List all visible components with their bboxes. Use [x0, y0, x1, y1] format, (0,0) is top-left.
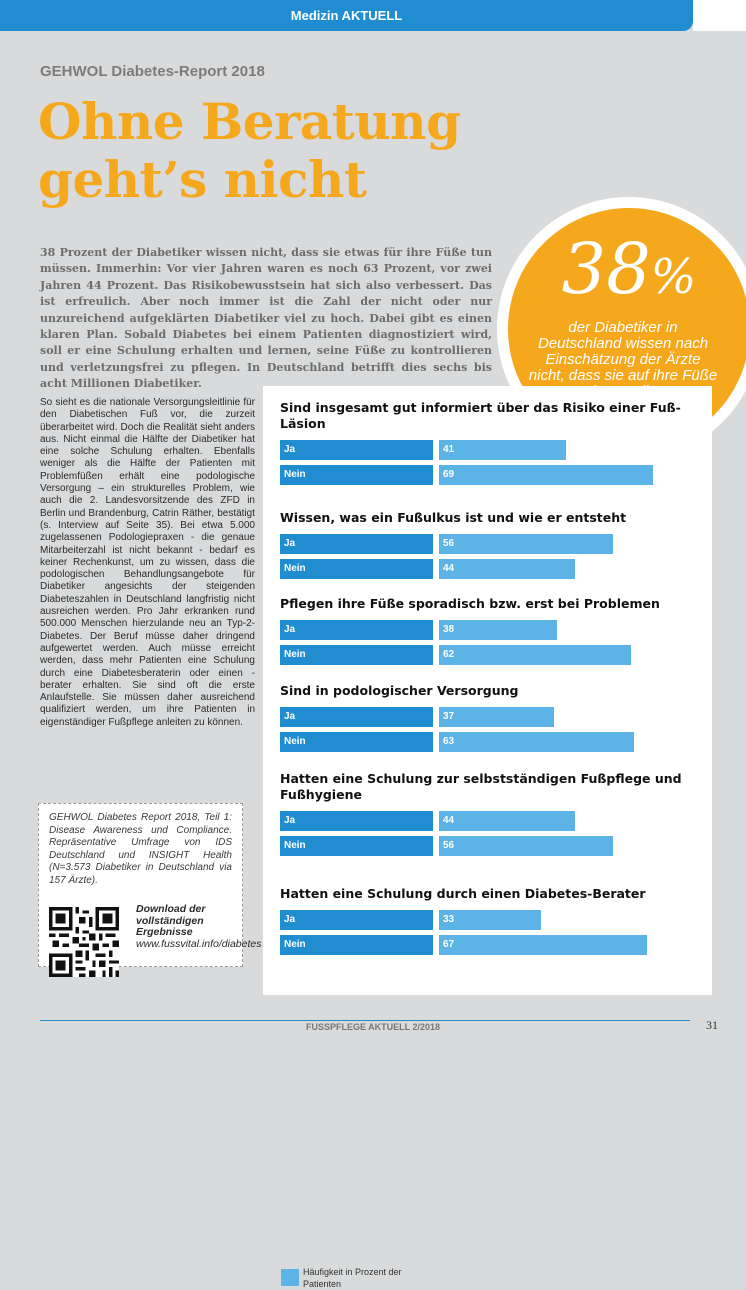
- callout-unit: %: [650, 249, 697, 305]
- chart-question-2: Wissen, was ein Fußulkus ist und wie er …: [280, 510, 627, 525]
- bar-label-2-nein: Nein: [280, 559, 433, 579]
- bar-3-nein: 62: [439, 645, 632, 665]
- bar-label-1-nein: Nein: [280, 465, 433, 485]
- page-number: 31: [706, 1018, 718, 1032]
- bar-label-3-nein: Nein: [280, 645, 433, 665]
- headline: Ohne Beratung geht’s nicht: [38, 93, 518, 209]
- bar-label-4-ja: Ja: [280, 707, 433, 727]
- footer-magazine: FUSSPFLEGE AKTUELL 2/2018: [305, 1022, 441, 1032]
- bar-label-3-ja: Ja: [280, 620, 433, 640]
- headline-line-1: Ohne Beratung: [38, 92, 461, 151]
- callout-number: 38: [561, 228, 651, 310]
- callout-circle: 38% der Diabetiker in Deutschland wissen…: [508, 208, 746, 450]
- section-title: Medizin AKTUELL: [290, 8, 403, 23]
- bar-5-ja: 44: [439, 811, 576, 831]
- chart-question-3: Pflegen ihre Füße sporadisch bzw. erst b…: [280, 596, 660, 611]
- body-text: So sieht es die nationale Versorgungslei…: [40, 397, 255, 728]
- chart-question-4: Sind in podologischer Versorgung: [280, 683, 519, 698]
- source-box: GEHWOL Diabetes Report 2018, Teil 1: Dis…: [38, 803, 261, 977]
- bar-4-nein: 63: [439, 732, 635, 752]
- bar-label-4-nein: Nein: [280, 732, 433, 752]
- header-spacer: [693, 0, 746, 31]
- bar-6-nein: 67: [439, 935, 647, 955]
- kicker: GEHWOL Diabetes-Report 2018: [40, 63, 265, 80]
- chart-question-6: Hatten eine Schulung durch einen Diabete…: [280, 886, 646, 901]
- source-citation: GEHWOL Diabetes Report 2018, Teil 1: Dis…: [49, 812, 232, 886]
- bar-label-5-ja: Ja: [280, 811, 433, 831]
- headline-line-2: geht’s nicht: [38, 150, 367, 209]
- bar-label-5-nein: Nein: [280, 836, 433, 856]
- bar-2-nein: 44: [439, 559, 576, 579]
- bar-label-6-nein: Nein: [280, 935, 433, 955]
- bar-label-2-ja: Ja: [280, 534, 433, 554]
- survey-bar-chart: Häufigkeit in Prozent der Patienten Sind…: [263, 386, 712, 1289]
- download-title: Download der vollständigen Ergebnisse: [136, 903, 206, 939]
- bar-1-nein: 69: [439, 465, 653, 485]
- bar-1-ja: 41: [439, 440, 567, 460]
- bar-label-6-ja: Ja: [280, 910, 433, 930]
- footer-rule: [40, 1020, 690, 1021]
- download-link[interactable]: www.fussvital.info/diabetes: [136, 938, 262, 951]
- legend-label: Häufigkeit in Prozent der Patienten: [303, 1267, 402, 1289]
- lead-paragraph: 38 Prozent der Diabetiker wissen nicht, …: [40, 246, 492, 391]
- bar-3-ja: 38: [439, 620, 557, 640]
- chart-question-1: Sind insgesamt gut informiert über das R…: [280, 400, 681, 431]
- bar-6-ja: 33: [439, 910, 542, 930]
- bar-label-1-ja: Ja: [280, 440, 433, 460]
- chart-question-5: Hatten eine Schulung zur selbstständigen…: [280, 771, 682, 802]
- section-header: Medizin AKTUELL: [0, 0, 693, 31]
- download-note: Download der vollständigen Ergebnisse ww…: [136, 903, 261, 951]
- qr-code-icon[interactable]: [49, 907, 119, 977]
- callout-number-line: 38%: [508, 226, 746, 320]
- bar-5-nein: 56: [439, 836, 613, 856]
- legend-swatch: [281, 1269, 299, 1286]
- bar-2-ja: 56: [439, 534, 613, 554]
- bar-4-ja: 37: [439, 707, 554, 727]
